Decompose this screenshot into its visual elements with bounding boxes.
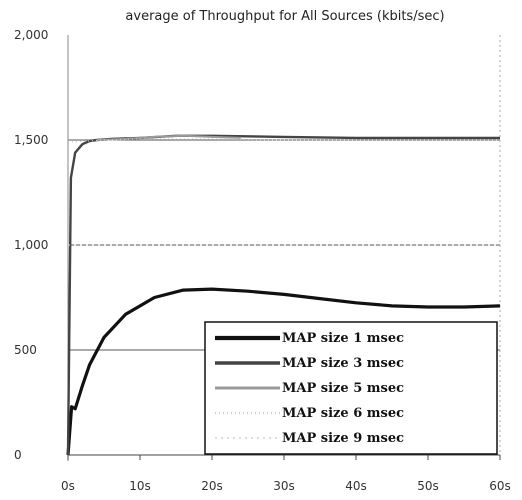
x-tick-label-1: 10s [129, 479, 151, 493]
x-tick-label-6: 60s [489, 479, 511, 493]
x-tick-label-4: 40s [345, 479, 367, 493]
x-tick-label-5: 50s [417, 479, 439, 493]
y-tick-label-2: 1,000 [14, 238, 48, 252]
x-tick-label-3: 30s [273, 479, 295, 493]
legend-label-2: MAP size 3 msec [282, 356, 404, 371]
chart-title: average of Throughput for All Sources (k… [125, 9, 444, 24]
series-line-1 [66, 287, 501, 456]
y-tick-label-0: 0 [14, 448, 22, 462]
series-line-4 [67, 138, 500, 143]
legend: MAP size 1 msec MAP size 3 msec MAP size 5… [204, 321, 498, 455]
legend-label-1: MAP size 1 msec [282, 331, 404, 346]
axes: 0 500 1,000 1,500 2,000 0s 10s 20s 30s 40s 50s 60s [14, 28, 511, 493]
y-tick-label-1: 500 [14, 343, 37, 357]
x-tick-label-2: 20s [201, 479, 223, 493]
y-tick-label-4: 2,000 [14, 28, 48, 42]
x-tick-label-0: 0s [61, 479, 75, 493]
series-lines [66, 134, 501, 456]
legend-label-3: MAP size 5 msec [282, 381, 404, 396]
y-tick-label-3: 1,500 [14, 133, 48, 147]
legend-label-5: MAP size 9 msec [282, 431, 404, 446]
legend-label-4: MAP size 6 msec [282, 406, 404, 421]
